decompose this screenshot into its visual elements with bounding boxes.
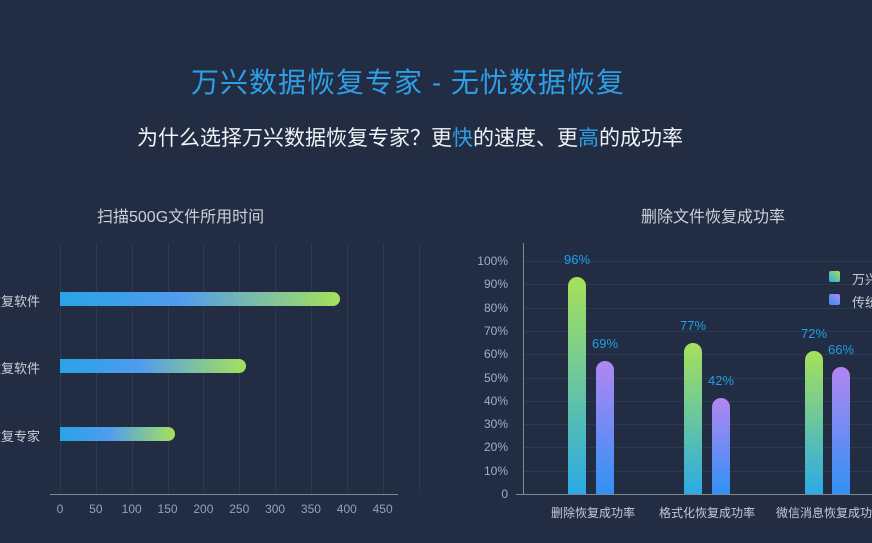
h-gridline <box>523 261 872 262</box>
bar-value-label: 72% <box>800 325 828 341</box>
bar-value-label: 42% <box>707 373 735 389</box>
legend-label[interactable]: 万兴 <box>852 272 872 287</box>
rate-bar <box>684 342 702 494</box>
rate-bar <box>568 277 586 494</box>
y-axis-line <box>523 243 524 494</box>
bar-value-label: 77% <box>679 317 707 333</box>
row-category-label: 恢复软件 <box>0 294 40 309</box>
scan-time-bar <box>60 427 175 441</box>
h-gridline <box>523 330 872 332</box>
page-title: 万兴数据恢复专家 - 无忧数据恢复 <box>191 66 625 98</box>
category-label: 删除恢复成功率 <box>550 506 635 520</box>
subtitle-segment: 的速度、更 <box>473 127 578 150</box>
x-tick-label: 250 <box>229 502 250 516</box>
h-gridline <box>523 284 872 286</box>
v-gridline <box>310 243 312 494</box>
x-tick-label: 200 <box>193 502 214 516</box>
bar-value-label: 66% <box>827 342 855 357</box>
rate-bar <box>596 361 614 494</box>
row-category-label: 恢复软件 <box>0 361 40 376</box>
x-tick-label: 100 <box>121 502 142 516</box>
y-tick-label: 100% <box>477 254 508 268</box>
recovery-rate-chart-title: 删除文件恢复成功率 <box>640 209 785 226</box>
page-subtitle: 为什么选择万兴数据恢复专家？更快的速度、更高的成功率 <box>0 122 820 152</box>
x-tick-label: 50 <box>89 502 103 516</box>
x-axis-line <box>50 494 398 495</box>
y-tick-label: 70% <box>483 323 508 338</box>
y-tick-label: 0 <box>501 487 508 501</box>
subtitle-segment: 为什么选择万兴数据恢复专家？更 <box>137 127 452 150</box>
x-tick-label: 400 <box>336 502 357 516</box>
x-tick-label: 0 <box>56 502 64 516</box>
v-gridline <box>418 243 420 494</box>
row-category-label: 恢复专家 <box>0 429 40 444</box>
y-tick-label: 60% <box>483 347 508 362</box>
legend-swatch[interactable] <box>829 294 840 305</box>
scan-time-bar <box>60 359 247 373</box>
legend-label[interactable]: 传统 <box>852 295 872 310</box>
v-gridline <box>275 243 277 494</box>
legend-swatch[interactable] <box>829 271 840 282</box>
category-label: 微信消息恢复成功率 <box>776 506 872 520</box>
x-tick-label: 300 <box>265 502 286 516</box>
scan-time-chart-title: 扫描500G文件所用时间 <box>97 209 265 226</box>
subtitle-segment: 的成功率 <box>599 127 683 150</box>
y-tick-label: 80% <box>483 300 508 315</box>
x-tick-label: 350 <box>300 502 321 516</box>
x-tick-label: 150 <box>157 502 178 516</box>
y-tick-label: 20% <box>483 440 508 455</box>
bar-value-label: 96% <box>563 252 591 268</box>
subtitle-highlight: 快 <box>452 127 473 150</box>
x-axis-line <box>516 494 872 495</box>
rate-bar <box>832 367 850 494</box>
v-gridline <box>382 243 384 494</box>
y-tick-label: 50% <box>483 370 508 385</box>
rate-bar <box>712 398 730 494</box>
y-tick-label: 10% <box>483 463 508 478</box>
rate-bar <box>805 350 823 494</box>
y-tick-label: 40% <box>483 393 508 408</box>
subtitle-highlight: 高 <box>578 127 599 150</box>
v-gridline <box>346 243 348 494</box>
y-tick-label: 90% <box>483 277 508 292</box>
x-tick-label: 450 <box>372 502 393 516</box>
h-gridline <box>523 307 872 309</box>
y-tick-label: 30% <box>483 417 508 432</box>
bar-value-label: 69% <box>591 336 619 352</box>
category-label: 格式化恢复成功率 <box>658 506 755 520</box>
scan-time-bar <box>60 292 340 306</box>
